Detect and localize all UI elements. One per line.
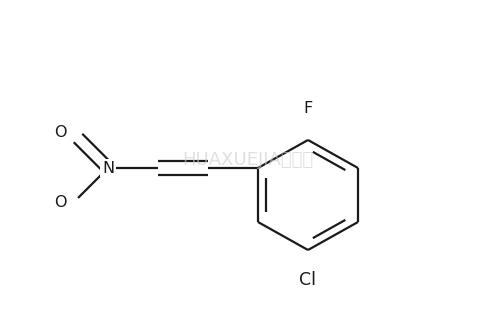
Text: O: O	[54, 195, 66, 210]
Text: N: N	[102, 161, 114, 175]
Text: Cl: Cl	[300, 271, 316, 289]
Text: F: F	[304, 100, 312, 116]
Text: HUAXUEJIA化学加: HUAXUEJIA化学加	[183, 151, 313, 169]
Text: O: O	[54, 124, 66, 140]
